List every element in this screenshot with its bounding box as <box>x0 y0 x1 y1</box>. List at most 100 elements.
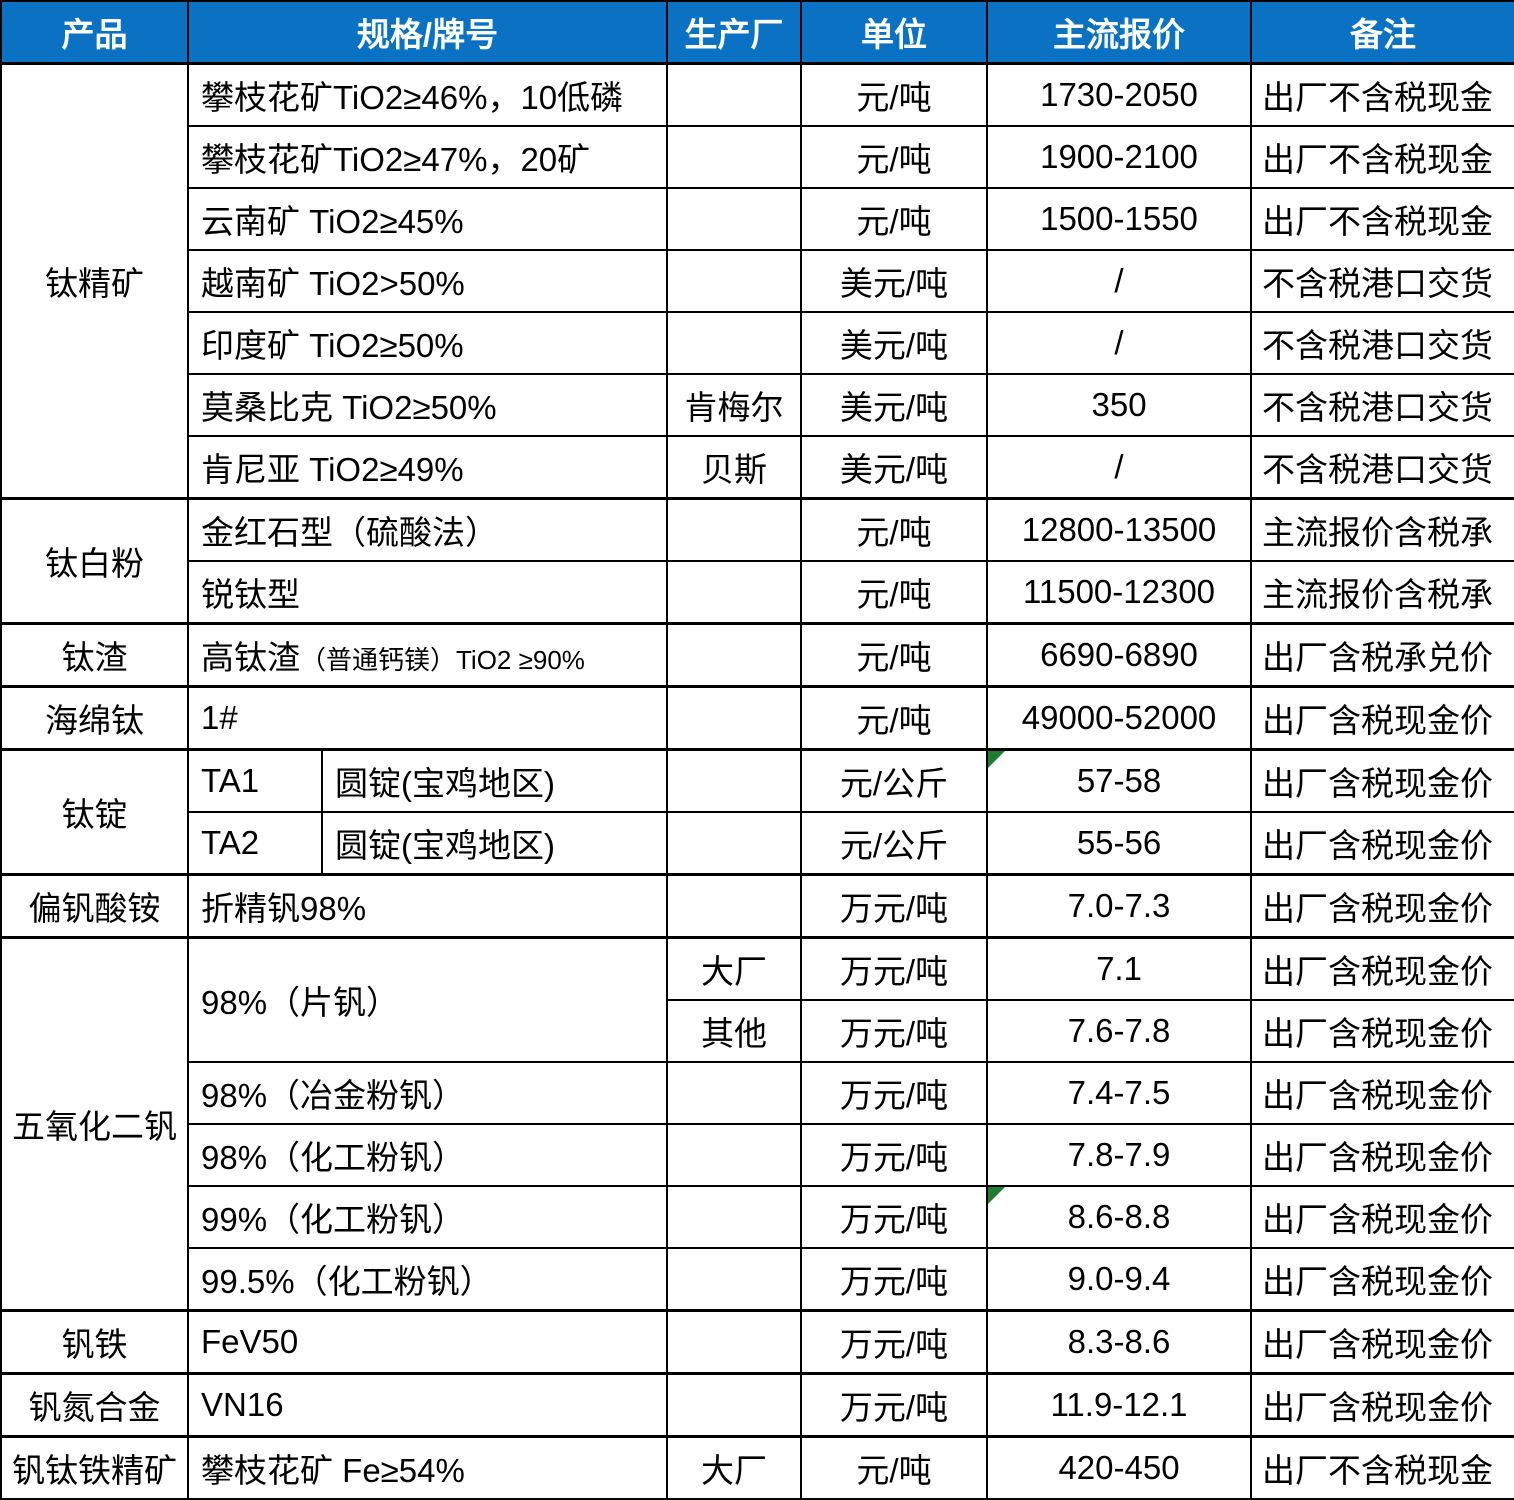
cell-spec-shape: 圆锭(宝鸡地区) <box>320 748 669 813</box>
table-row: 99.5%（化工粉钒） 万元/吨 9.0-9.4 出厂含税现金价 <box>1 1247 1514 1312</box>
cell-product: 钒铁 <box>0 1309 189 1375</box>
cell-product: 五氧化二钒 <box>0 936 189 1312</box>
table-row: 锐钛型 元/吨 11500-12300 主流报价含税承 <box>1 560 1514 625</box>
table-row: 其他 万元/吨 7.6-7.8 出厂含税现金价 <box>1 999 1514 1063</box>
cell-producer <box>666 1123 803 1187</box>
cell-price: 7.1 <box>986 936 1253 1001</box>
cell-note: 出厂含税现金价 <box>1250 811 1514 876</box>
cell-unit: 元/吨 <box>800 622 989 688</box>
cell-note: 不含税港口交货 <box>1250 435 1514 500</box>
cell-product: 钛白粉 <box>0 497 189 625</box>
table-row: 云南矿 TiO2≥45% 元/吨 1500-1550 出厂不含税现金 <box>1 187 1514 251</box>
cell-price: 8.6-8.8 <box>986 1185 1253 1249</box>
table-row: 钛精矿 攀枝花矿TiO2≥46%，10低磷 元/吨 1730-2050 出厂不含… <box>0 62 1514 500</box>
table-row: 钛渣 高钛渣（普通钙镁）TiO2 ≥90% 元/吨 6690-6890 出厂含税… <box>0 622 1514 688</box>
cell-price: 7.4-7.5 <box>986 1061 1253 1125</box>
table-row: 钒钛铁精矿 攀枝花矿 Fe≥54% 大厂 元/吨 420-450 出厂不含税现金 <box>0 1435 1514 1500</box>
cell-unit: 万元/吨 <box>800 1061 989 1125</box>
cell-spec: 莫桑比克 TiO2≥50% <box>186 373 669 437</box>
cell-product: 偏钒酸铵 <box>0 873 189 939</box>
cell-producer <box>666 249 803 313</box>
table-row: 钒氮合金 VN16 万元/吨 11.9-12.1 出厂含税现金价 <box>0 1372 1514 1438</box>
cell-unit: 元/吨 <box>800 187 989 251</box>
cell-producer: 大厂 <box>666 936 803 1001</box>
cell-unit: 万元/吨 <box>800 1309 989 1375</box>
cell-price: / <box>986 435 1253 500</box>
price-text: 8.6-8.8 <box>1067 1198 1171 1235</box>
cell-spec: 云南矿 TiO2≥45% <box>186 187 669 251</box>
spec-main-text: 高钛渣 <box>201 639 300 676</box>
cell-product: 海绵钛 <box>0 685 189 751</box>
cell-unit: 元/公斤 <box>800 748 989 813</box>
cell-spec-grade: TA2 <box>187 811 323 876</box>
cell-unit: 元/吨 <box>800 497 989 562</box>
cell-producer <box>666 62 803 127</box>
cell-note: 出厂不含税现金 <box>1250 187 1514 251</box>
table-row: 99%（化工粉钒） 万元/吨 8.6-8.8 出厂含税现金价 <box>1 1185 1514 1249</box>
cell-spec: 越南矿 TiO2>50% <box>186 249 669 313</box>
cell-product: 钒氮合金 <box>0 1372 189 1438</box>
cell-spec: 98%（冶金粉钒） <box>186 1061 669 1125</box>
cell-spec: 1# <box>186 685 669 751</box>
cell-spec: 高钛渣（普通钙镁）TiO2 ≥90% <box>186 622 669 688</box>
cell-unit: 元/吨 <box>800 62 989 127</box>
cell-spec-grade: TA1 <box>187 748 323 813</box>
cell-unit: 万元/吨 <box>800 936 989 1001</box>
table-row: 五氧化二钒 98%（片钒） 大厂 万元/吨 7.1 出厂含税现金价 <box>0 936 1514 1312</box>
cell-note: 出厂不含税现金 <box>1250 1435 1514 1500</box>
cell-note: 出厂含税现金价 <box>1250 1372 1514 1438</box>
table-row: 海绵钛 1# 元/吨 49000-52000 出厂含税现金价 <box>0 685 1514 751</box>
cell-producer <box>666 311 803 375</box>
cell-product: 钒钛铁精矿 <box>0 1435 189 1500</box>
header-product: 产品 <box>0 0 189 65</box>
cell-producer <box>666 873 803 939</box>
cell-producer <box>666 125 803 189</box>
cell-spec-shape: 圆锭(宝鸡地区) <box>320 811 669 876</box>
table-row: 偏钒酸铵 折精钒98% 万元/吨 7.0-7.3 出厂含税现金价 <box>0 873 1514 939</box>
cell-note: 出厂含税现金价 <box>1250 748 1514 813</box>
cell-note: 出厂含税现金价 <box>1250 1185 1514 1249</box>
cell-unit: 万元/吨 <box>800 1123 989 1187</box>
cell-price: 7.6-7.8 <box>986 999 1253 1063</box>
table-row: 98%（冶金粉钒） 万元/吨 7.4-7.5 出厂含税现金价 <box>1 1061 1514 1125</box>
cell-price: 49000-52000 <box>986 685 1253 751</box>
cell-spec: 99%（化工粉钒） <box>186 1185 669 1249</box>
cell-note: 出厂含税现金价 <box>1250 873 1514 939</box>
cell-note: 出厂含税现金价 <box>1250 1247 1514 1312</box>
table-row: 莫桑比克 TiO2≥50% 肯梅尔 美元/吨 350 不含税港口交货 <box>1 373 1514 437</box>
cell-unit: 元/吨 <box>800 1435 989 1500</box>
header-note: 备注 <box>1250 0 1514 65</box>
spec-small-text: （普通钙镁）TiO2 ≥90% <box>300 645 585 675</box>
cell-spec: 98%（片钒） <box>186 936 669 1063</box>
cell-producer <box>666 187 803 251</box>
cell-price: 6690-6890 <box>986 622 1253 688</box>
table-row: 钛白粉 金红石型（硫酸法） 元/吨 12800-13500 主流报价含税承 <box>0 497 1514 625</box>
cell-price: / <box>986 249 1253 313</box>
cell-spec: 肯尼亚 TiO2≥49% <box>186 435 669 500</box>
cell-spec: 金红石型（硫酸法） <box>186 497 669 562</box>
cell-unit: 元/吨 <box>800 560 989 625</box>
cell-spec: 99.5%（化工粉钒） <box>186 1247 669 1312</box>
cell-price: 9.0-9.4 <box>986 1247 1253 1312</box>
cell-spec: 折精钒98% <box>186 873 669 939</box>
header-producer: 生产厂 <box>666 0 803 65</box>
header-price: 主流报价 <box>986 0 1253 65</box>
cell-note: 主流报价含税承 <box>1250 560 1514 625</box>
cell-note: 出厂不含税现金 <box>1250 125 1514 189</box>
cell-spec: 攀枝花矿TiO2≥46%，10低磷 <box>186 62 669 127</box>
cell-spec: 印度矿 TiO2≥50% <box>186 311 669 375</box>
cell-producer <box>666 811 803 876</box>
cell-price: 7.0-7.3 <box>986 873 1253 939</box>
green-triangle-icon <box>989 752 1006 768</box>
cell-note: 出厂不含税现金 <box>1250 62 1514 127</box>
table-row: 钛锭 TA1 圆锭(宝鸡地区) 元/公斤 57-58 出厂含税现金价 <box>0 748 1514 876</box>
cell-price: 350 <box>986 373 1253 437</box>
cell-producer <box>666 1061 803 1125</box>
cell-price: / <box>986 311 1253 375</box>
cell-producer <box>666 685 803 751</box>
cell-spec: 98%（化工粉钒） <box>186 1123 669 1187</box>
cell-producer <box>666 748 803 813</box>
table-row: 越南矿 TiO2>50% 美元/吨 / 不含税港口交货 <box>1 249 1514 313</box>
cell-unit: 美元/吨 <box>800 311 989 375</box>
cell-price: 11500-12300 <box>986 560 1253 625</box>
